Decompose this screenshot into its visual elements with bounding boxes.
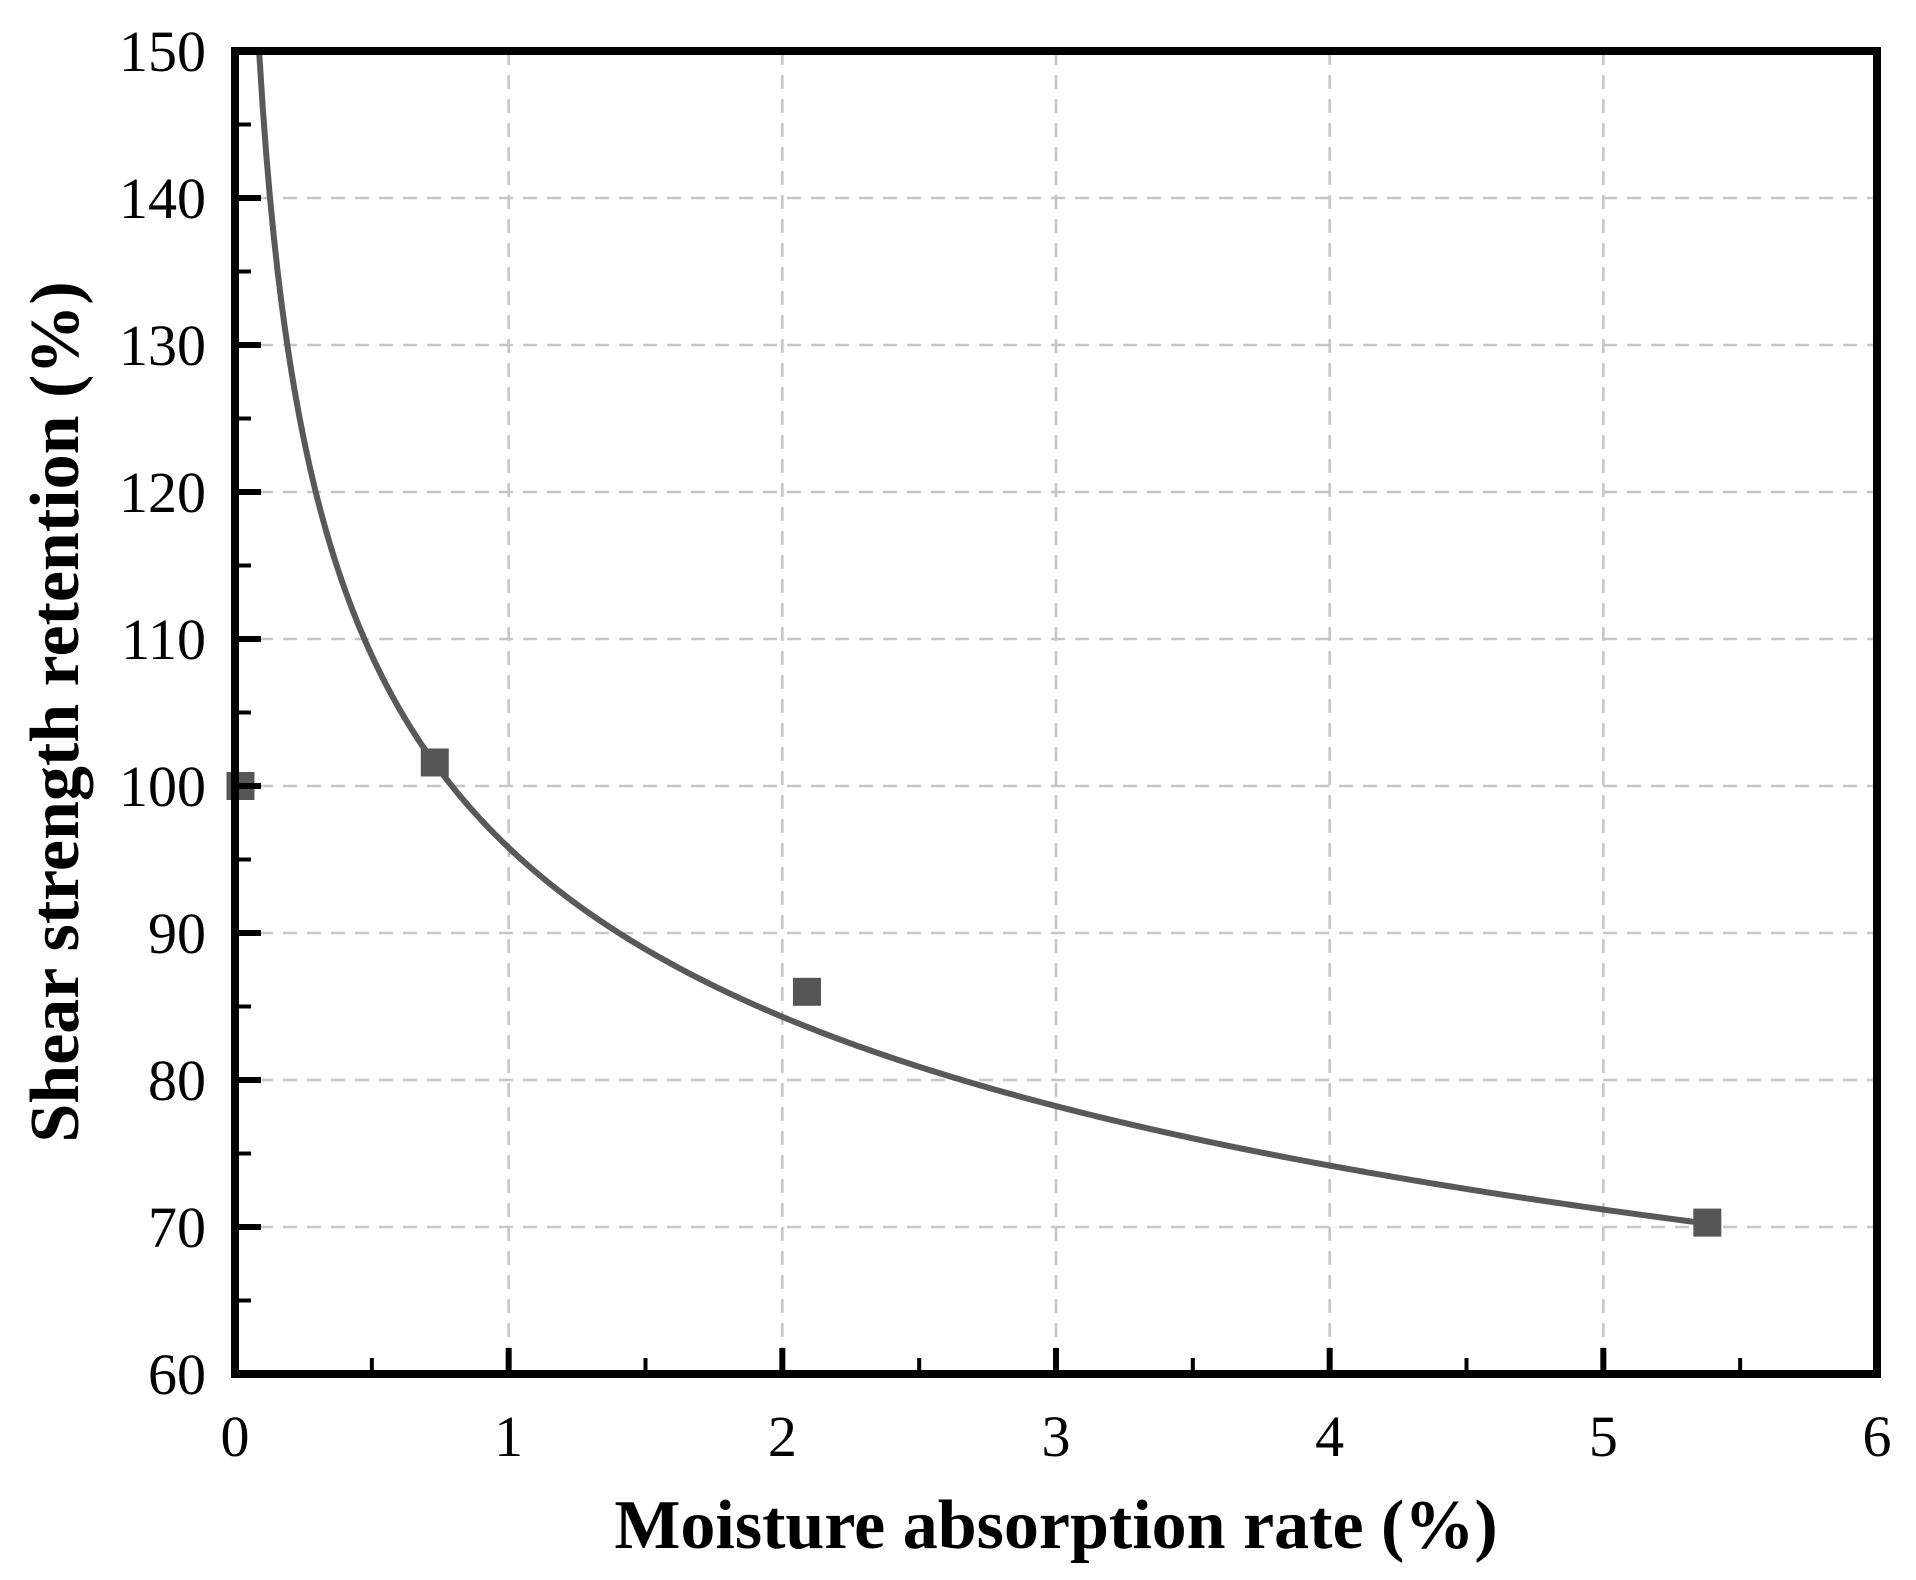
x-tick-label: 3 bbox=[1042, 1404, 1071, 1469]
x-axis-title: Moisture absorption rate (%) bbox=[614, 1487, 1497, 1564]
y-tick-label: 100 bbox=[119, 754, 206, 819]
x-tick-label: 6 bbox=[1863, 1404, 1892, 1469]
data-point-marker bbox=[792, 977, 821, 1006]
y-tick-label: 140 bbox=[119, 166, 206, 231]
axis-ticks bbox=[232, 48, 1880, 1377]
y-tick-label: 110 bbox=[121, 607, 206, 672]
y-tick-label: 70 bbox=[148, 1195, 206, 1260]
y-tick-label: 120 bbox=[119, 460, 206, 525]
gridlines bbox=[235, 51, 1877, 1374]
y-tick-label: 90 bbox=[148, 901, 206, 966]
y-tick-labels: 60 70 80 90 100 110 120 130 140 150 bbox=[119, 19, 206, 1407]
y-axis-title: Shear strength retention (%) bbox=[17, 281, 94, 1142]
y-tick-label: 80 bbox=[148, 1048, 206, 1113]
data-point-marker bbox=[420, 748, 449, 777]
x-tick-label: 0 bbox=[221, 1404, 250, 1469]
y-tick-label: 130 bbox=[119, 313, 206, 378]
data-points bbox=[226, 748, 1722, 1237]
data-point-marker bbox=[1693, 1208, 1722, 1237]
fit-curve bbox=[256, 50, 1708, 1227]
plot-frame bbox=[231, 47, 1881, 1378]
x-tick-label: 4 bbox=[1315, 1404, 1344, 1469]
x-tick-label: 5 bbox=[1589, 1404, 1618, 1469]
y-tick-label: 150 bbox=[119, 19, 206, 84]
x-tick-label: 1 bbox=[494, 1404, 523, 1469]
y-tick-label: 60 bbox=[148, 1342, 206, 1407]
x-tick-label: 2 bbox=[768, 1404, 797, 1469]
x-tick-labels: 0 1 2 3 4 5 6 bbox=[221, 1404, 1892, 1469]
